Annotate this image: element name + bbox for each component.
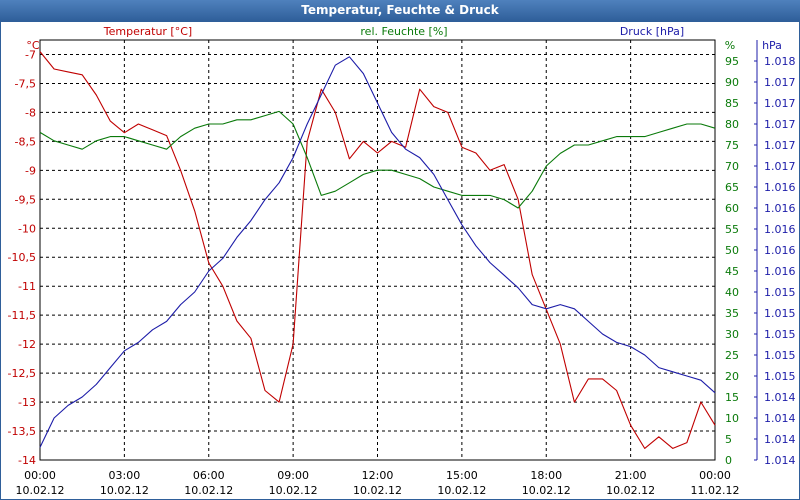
pressure-tick-label: 1.016 (764, 265, 796, 278)
humidity-tick-label: 55 (725, 223, 739, 236)
humidity-tick-label: 95 (725, 55, 739, 68)
pressure-tick-label: 1.015 (764, 328, 796, 341)
pressure-tick-label: 1.014 (764, 433, 796, 446)
plot-area-border (39, 39, 716, 461)
humidity-unit-label: % (725, 39, 735, 52)
pressure-tick-label: 1.018 (764, 55, 796, 68)
temperature-tick-label: -10 (18, 222, 36, 235)
humidity-tick-label: 65 (725, 181, 739, 194)
x-tick-date: 10.02.12 (437, 484, 486, 497)
pressure-tick-label: 1.017 (764, 97, 796, 110)
humidity-tick-label: 50 (725, 244, 739, 257)
x-tick-time: 12:00 (362, 469, 394, 482)
x-tick-date: 10.02.12 (353, 484, 402, 497)
humidity-tick-label: 70 (725, 160, 739, 173)
pressure-tick-label: 1.014 (764, 412, 796, 425)
x-tick-date: 10.02.12 (269, 484, 318, 497)
x-tick-time: 21:00 (615, 469, 647, 482)
x-tick-time: 00:00 (24, 469, 56, 482)
temperature-tick-label: -9 (25, 164, 36, 177)
humidity-tick-label: 20 (725, 370, 739, 383)
humidity-tick-label: 5 (725, 433, 732, 446)
temperature-axis-title: Temperatur [°C] (103, 25, 192, 38)
temperature-line (39, 51, 716, 449)
pressure-line (39, 56, 716, 448)
x-tick-time: 09:00 (277, 469, 309, 482)
x-tick-date: 10.02.12 (606, 484, 655, 497)
pressure-tick-label: 1.015 (764, 307, 796, 320)
pressure-tick-label: 1.016 (764, 181, 796, 194)
pressure-tick-label: 1.015 (764, 370, 796, 383)
x-tick-time: 00:00 (699, 469, 731, 482)
humidity-tick-label: 0 (725, 454, 732, 467)
humidity-tick-label: 75 (725, 139, 739, 152)
temperature-tick-label: -13 (18, 396, 36, 409)
temperature-tick-label: -9,5 (15, 193, 36, 206)
temperature-tick-label: -11,5 (8, 309, 36, 322)
pressure-tick-label: 1.017 (764, 160, 796, 173)
temperature-tick-label: -10,5 (8, 251, 36, 264)
humidity-tick-label: 45 (725, 265, 739, 278)
humidity-tick-label: 40 (725, 286, 739, 299)
x-tick-date: 10.02.12 (522, 484, 571, 497)
series-lines (39, 51, 716, 449)
x-tick-date: 10.02.12 (100, 484, 149, 497)
humidity-tick-label: 15 (725, 391, 739, 404)
pressure-tick-label: 1.016 (764, 223, 796, 236)
temperature-tick-label: -14 (18, 454, 36, 467)
temperature-tick-label: -8,5 (15, 135, 36, 148)
chart-title: Temperatur, Feuchte & Druck (0, 0, 800, 21)
humidity-tick-label: 35 (725, 307, 739, 320)
pressure-tick-label: 1.017 (764, 76, 796, 89)
pressure-tick-label: 1.017 (764, 118, 796, 131)
temperature-tick-label: -11 (18, 280, 36, 293)
humidity-tick-label: 25 (725, 349, 739, 362)
x-tick-time: 03:00 (109, 469, 141, 482)
humidity-axis-title: rel. Feuchte [%] (360, 25, 447, 38)
humidity-tick-label: 80 (725, 118, 739, 131)
pressure-tick-label: 1.016 (764, 202, 796, 215)
pressure-axis-title: Druck [hPa] (620, 25, 684, 38)
temperature-tick-label: -7,5 (15, 77, 36, 90)
temperature-tick-label: -12,5 (8, 367, 36, 380)
humidity-tick-label: 10 (725, 412, 739, 425)
humidity-line (39, 110, 716, 209)
pressure-tick-label: 1.017 (764, 139, 796, 152)
pressure-tick-label: 1.015 (764, 349, 796, 362)
x-tick-date: 10.02.12 (16, 484, 65, 497)
axes: 00:00 10.02.12 03:00 10.02.12 06:00 10.02.12 0… (8, 39, 796, 497)
pressure-tick-label: 1.015 (764, 286, 796, 299)
x-tick-date: 11.02.12 (691, 484, 740, 497)
pressure-tick-label: 1.014 (764, 454, 796, 467)
x-tick-time: 18:00 (530, 469, 562, 482)
pressure-unit-label: hPa (762, 39, 782, 52)
x-tick-date: 10.02.12 (184, 484, 233, 497)
temperature-tick-label: -13,5 (8, 425, 36, 438)
temperature-tick-label: -8 (25, 106, 36, 119)
humidity-tick-label: 30 (725, 328, 739, 341)
pressure-tick-label: 1.014 (764, 391, 796, 404)
pressure-tick-label: 1.016 (764, 244, 796, 257)
humidity-tick-label: 85 (725, 97, 739, 110)
x-tick-time: 06:00 (193, 469, 225, 482)
x-tick-time: 15:00 (446, 469, 478, 482)
humidity-tick-label: 60 (725, 202, 739, 215)
temperature-unit-label: °C (26, 39, 40, 52)
temperature-tick-label: -7 (25, 48, 36, 61)
temperature-tick-label: -12 (18, 338, 36, 351)
humidity-tick-label: 90 (725, 76, 739, 89)
